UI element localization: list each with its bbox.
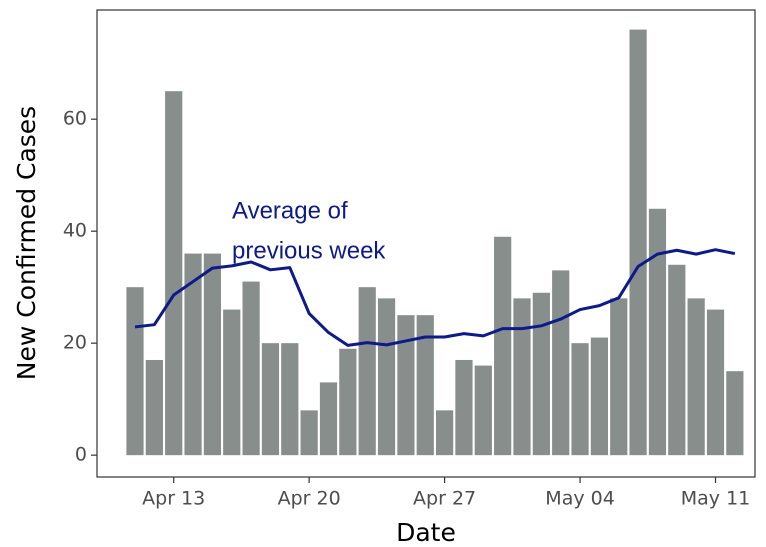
bar xyxy=(455,359,473,456)
bar xyxy=(242,281,260,456)
x-tick-label: May 04 xyxy=(545,488,615,510)
annotation: Average of xyxy=(232,197,348,224)
bar xyxy=(532,292,550,456)
bar xyxy=(726,371,744,456)
x-axis-label: Date xyxy=(396,518,456,547)
bar xyxy=(319,382,338,456)
y-tick-label: 0 xyxy=(75,444,87,466)
x-tick-label: Apr 27 xyxy=(413,488,476,510)
bar xyxy=(494,236,512,456)
bar xyxy=(145,359,163,456)
bar xyxy=(339,348,357,456)
bar xyxy=(629,29,647,456)
bar xyxy=(416,315,434,456)
y-tick-label: 40 xyxy=(63,220,87,242)
y-tick-label: 20 xyxy=(63,332,87,354)
bar xyxy=(590,337,608,456)
y-tick-label: 60 xyxy=(63,108,87,130)
bar xyxy=(436,410,454,456)
bar xyxy=(358,287,376,456)
bar xyxy=(261,343,280,456)
bar xyxy=(300,410,318,456)
x-tick-label: May 11 xyxy=(681,488,751,510)
bar xyxy=(281,343,299,456)
bar xyxy=(706,309,725,456)
bar xyxy=(552,270,570,456)
bar xyxy=(126,287,144,456)
x-tick-label: Apr 20 xyxy=(278,488,341,510)
bar xyxy=(223,309,241,456)
bar xyxy=(610,298,628,456)
bar xyxy=(165,91,183,456)
y-axis-label: New Confirmed Cases xyxy=(12,106,41,380)
bar xyxy=(668,264,686,456)
bar xyxy=(648,208,667,456)
line xyxy=(134,248,736,347)
plot-panel xyxy=(96,9,756,478)
bar xyxy=(513,298,531,456)
bar xyxy=(571,343,589,456)
bar xyxy=(397,315,415,456)
bar xyxy=(203,253,221,456)
annotation: previous week xyxy=(232,237,386,264)
bar xyxy=(474,365,492,456)
x-tick-label: Apr 13 xyxy=(142,488,205,510)
bar xyxy=(377,298,396,456)
bar xyxy=(687,298,705,456)
bar xyxy=(184,253,202,456)
